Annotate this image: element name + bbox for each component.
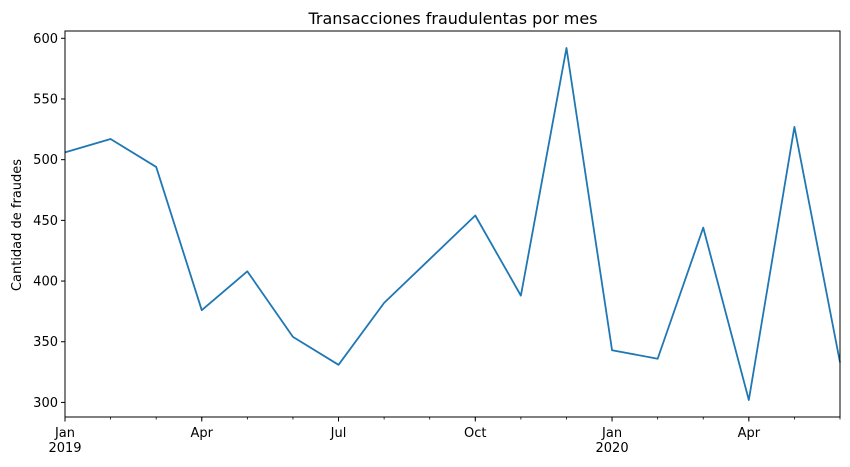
y-tick-label: 500 xyxy=(33,153,58,168)
x-tick-year-label: 2020 xyxy=(596,441,629,456)
x-tick-label: Jan xyxy=(54,426,75,441)
x-tick-label: Jul xyxy=(330,426,347,441)
plot-frame xyxy=(64,30,841,418)
series-line xyxy=(64,47,841,401)
x-tick-label: Apr xyxy=(191,426,214,441)
y-tick-label: 300 xyxy=(33,396,58,411)
y-tick-label: 400 xyxy=(33,275,58,290)
x-tick-label: Jan xyxy=(601,426,622,441)
x-tick-year-label: 2019 xyxy=(48,441,81,456)
y-tick-label: 350 xyxy=(33,335,58,350)
x-tick-label: Oct xyxy=(464,426,486,441)
y-tick-label: 600 xyxy=(33,32,58,47)
y-tick-label: 550 xyxy=(33,92,58,107)
chart-title: Transacciones fraudulentas por mes xyxy=(307,9,597,28)
x-tick-label: Apr xyxy=(738,426,761,441)
y-tick-label: 450 xyxy=(33,214,58,229)
y-axis-label: Cantidad de fraudes xyxy=(10,159,25,291)
